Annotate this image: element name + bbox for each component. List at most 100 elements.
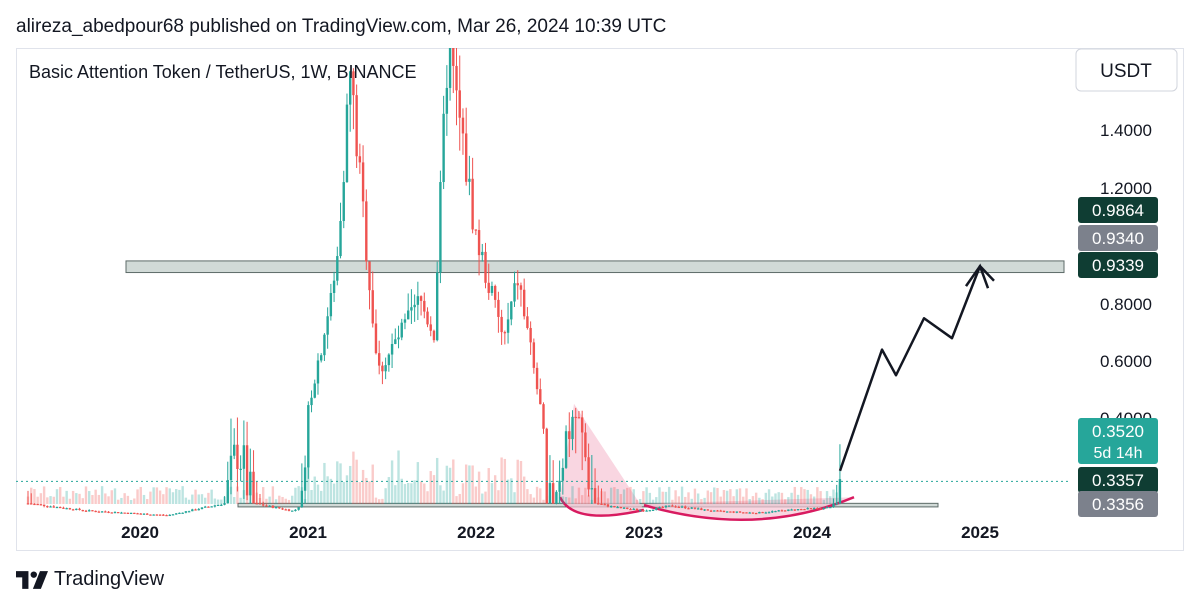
candle-body-234	[780, 510, 784, 512]
volume-bar-184	[619, 494, 623, 504]
currency-button[interactable]: USDT	[1075, 48, 1178, 92]
candle-body-134	[458, 90, 461, 118]
price-tag-5	[1078, 491, 1158, 517]
candle-body-142	[484, 251, 487, 283]
candle-body-79	[281, 508, 284, 510]
volume-bar-64	[233, 497, 236, 504]
volume-bar-203	[680, 486, 684, 504]
candle-body-189	[635, 508, 639, 511]
volume-bar-82	[290, 495, 294, 504]
volume-bar-87	[307, 462, 310, 504]
candle-body-165	[558, 480, 561, 492]
volume-bar-212	[709, 492, 713, 504]
volume-bar-170	[574, 498, 577, 504]
volume-bar-141	[481, 493, 484, 504]
candle-body-72	[258, 503, 262, 505]
volume-bar-4	[39, 493, 43, 504]
candle-body-140	[477, 230, 481, 256]
price-tag-text-2: 0.9339	[1092, 256, 1144, 275]
candle-body-25	[107, 511, 110, 513]
candle-body-160	[542, 404, 545, 429]
volume-bar-134	[458, 493, 461, 504]
candle-body-198	[664, 505, 668, 508]
candle-body-82	[290, 510, 294, 512]
volume-bar-76	[271, 486, 275, 504]
volume-bar-30	[123, 493, 126, 504]
volume-bar-221	[738, 488, 742, 504]
candle-body-30	[123, 512, 126, 514]
candle-body-125	[429, 324, 432, 331]
candle-body-33	[133, 512, 136, 515]
volume-bar-13	[68, 498, 72, 504]
candle-body-209	[700, 508, 703, 511]
candle-body-245	[816, 508, 819, 510]
volume-bar-116	[400, 478, 403, 504]
volume-bar-132	[452, 459, 455, 504]
volume-bar-23	[100, 486, 104, 504]
candle-body-199	[667, 505, 671, 507]
candle-body-66	[239, 468, 242, 470]
y-tick-label-2: 0.8000	[1100, 295, 1152, 314]
volume-bar-17	[81, 498, 84, 504]
volume-bar-25	[107, 496, 110, 504]
candle-body-176	[593, 488, 597, 504]
candle-body-46	[175, 513, 178, 515]
candle-body-180	[606, 504, 610, 507]
candle-body-120	[413, 304, 416, 308]
volume-bar-74	[265, 498, 268, 504]
candle-body-238	[793, 509, 797, 511]
candle-body-118	[406, 310, 410, 320]
price-tag-text-3: 0.3520	[1092, 422, 1144, 441]
volume-bar-33	[133, 498, 136, 504]
volume-bar-54	[200, 494, 204, 504]
candle-body-111	[384, 365, 387, 372]
volume-bar-154	[522, 476, 526, 504]
candle-body-211	[706, 509, 710, 511]
candle-body-124	[426, 311, 429, 325]
volume-bar-112	[387, 477, 391, 504]
candle-body-149	[506, 319, 510, 333]
candle-body-34	[136, 513, 139, 515]
volume-bar-104	[361, 469, 365, 504]
candle-body-11	[62, 507, 65, 509]
candle-body-136	[464, 133, 468, 182]
candle-body-9	[55, 506, 59, 509]
chart-frame	[16, 48, 1184, 551]
volume-bar-124	[426, 491, 429, 504]
candle-body-16	[78, 508, 81, 511]
volume-bar-18	[84, 486, 88, 504]
candle-body-184	[619, 506, 623, 509]
volume-bar-37	[146, 499, 149, 504]
volume-bar-107	[371, 464, 374, 504]
candle-body-137	[468, 178, 471, 182]
candle-body-26	[110, 512, 113, 514]
candle-body-67	[242, 445, 246, 469]
candle-body-210	[703, 509, 706, 511]
volume-bar-80	[284, 498, 287, 504]
candle-body-69	[249, 471, 252, 496]
volume-bar-96	[336, 461, 339, 504]
volume-bar-91	[319, 490, 323, 504]
volume-bar-49	[184, 497, 188, 504]
candle-body-83	[294, 509, 297, 511]
price-chart[interactable]: 2020 2021 2022 2023 2024 2025 1.4000 1.2000 0.80…	[16, 48, 1184, 551]
price-tag-3	[1078, 418, 1158, 464]
volume-bar-111	[384, 488, 387, 504]
volume-bar-229	[764, 492, 768, 504]
price-tag-text-5: 0.3356	[1092, 495, 1144, 514]
volume-bar-32	[129, 499, 133, 504]
volume-bar-39	[152, 487, 155, 504]
candle-body-75	[268, 505, 271, 507]
candle-body-76	[271, 505, 275, 508]
candle-body-206	[690, 507, 693, 509]
candle-body-100	[348, 71, 352, 105]
candle-body-23	[100, 511, 104, 513]
candle-body-191	[642, 510, 645, 512]
candle-body-130	[445, 87, 449, 114]
candle-body-27	[113, 512, 117, 514]
candle-body-55	[204, 506, 207, 508]
candle-body-54	[200, 507, 204, 510]
volume-bar-100	[348, 465, 352, 504]
candle-body-31	[126, 512, 130, 514]
candle-body-192	[645, 510, 648, 512]
